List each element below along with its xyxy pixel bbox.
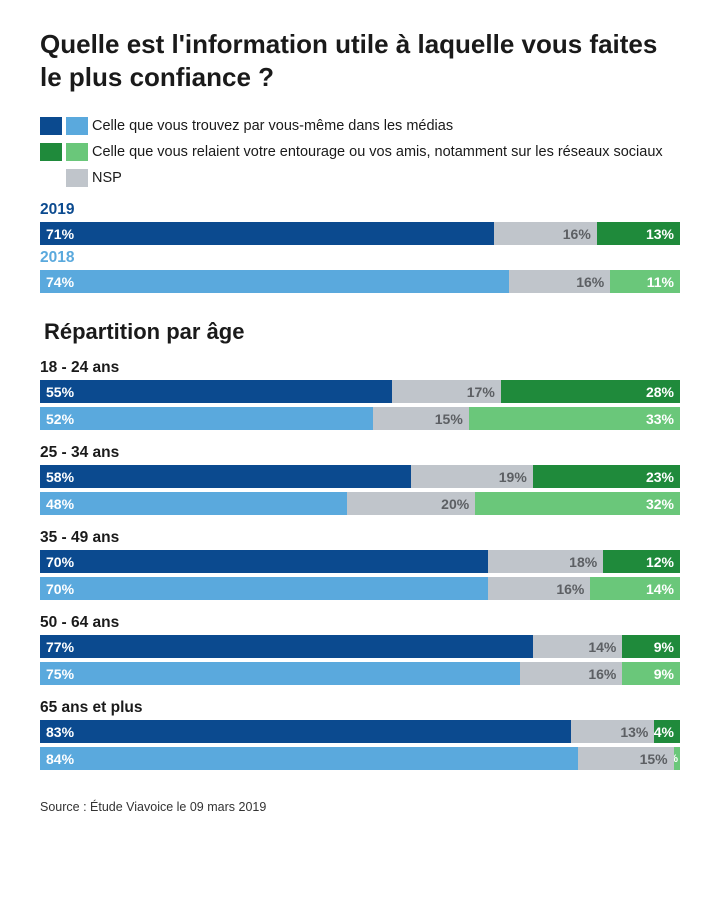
segment-entourage: 13% — [597, 222, 680, 245]
segment-entourage: 32% — [475, 492, 680, 515]
segment-media: 52% — [40, 407, 373, 430]
stacked-bar: 48%20%32% — [40, 492, 680, 515]
segment-media: 74% — [40, 270, 509, 293]
segment-nsp: 19% — [411, 465, 533, 488]
year-label: 2019 — [40, 201, 680, 219]
segment-media: 48% — [40, 492, 347, 515]
legend-media: Celle que vous trouvez par vous-même dan… — [40, 117, 680, 135]
stacked-bar: 58%19%23% — [40, 465, 680, 488]
segment-entourage: 1% — [674, 747, 680, 770]
stacked-bar: 75%16%9% — [40, 662, 680, 685]
segment-nsp: 14% — [533, 635, 623, 658]
legend-swatch-ent-2018 — [66, 143, 88, 161]
segment-entourage: 4% — [654, 720, 680, 743]
stacked-bar: 74%16%11% — [40, 270, 680, 293]
segment-media: 84% — [40, 747, 578, 770]
segment-nsp: 16% — [509, 270, 610, 293]
segment-nsp: 15% — [578, 747, 674, 770]
legend-swatch-nsp — [66, 169, 88, 187]
age-group: 18 - 24 ans 55%17%28% 52%15%33% — [40, 359, 680, 430]
segment-nsp: 17% — [392, 380, 501, 403]
segment-entourage: 28% — [501, 380, 680, 403]
stacked-bar: 71%16%13% — [40, 222, 680, 245]
stacked-bar: 55%17%28% — [40, 380, 680, 403]
stacked-bar: 70%18%12% — [40, 550, 680, 573]
year-label: 2018 — [40, 249, 680, 267]
legend-entourage: Celle que vous relaient votre entourage … — [40, 143, 680, 161]
segment-media: 70% — [40, 550, 488, 573]
stacked-bar: 70%16%14% — [40, 577, 680, 600]
stacked-bar: 52%15%33% — [40, 407, 680, 430]
legend: Celle que vous trouvez par vous-même dan… — [40, 117, 680, 187]
age-group: 65 ans et plus 83%13%4% 84%15%1% — [40, 699, 680, 770]
age-group-label: 18 - 24 ans — [40, 359, 680, 377]
age-group-label: 25 - 34 ans — [40, 444, 680, 462]
segment-nsp: 16% — [520, 662, 622, 685]
segment-entourage: 14% — [590, 577, 680, 600]
legend-entourage-label: Celle que vous relaient votre entourage … — [92, 144, 663, 160]
legend-swatch-ent-2019 — [40, 143, 62, 161]
segment-entourage: 9% — [622, 635, 680, 658]
segment-entourage: 33% — [469, 407, 680, 430]
segment-nsp: 13% — [571, 720, 654, 743]
segment-entourage: 12% — [603, 550, 680, 573]
age-group-label: 65 ans et plus — [40, 699, 680, 717]
stacked-bar: 84%15%1% — [40, 747, 680, 770]
age-group: 25 - 34 ans 58%19%23% 48%20%32% — [40, 444, 680, 515]
age-group-label: 50 - 64 ans — [40, 614, 680, 632]
segment-media: 75% — [40, 662, 520, 685]
segment-media: 58% — [40, 465, 411, 488]
stacked-bar: 83%13%4% — [40, 720, 680, 743]
overall-chart: 201971%16%13%201874%16%11% — [40, 201, 680, 293]
age-group: 50 - 64 ans77%14%9%75%16%9% — [40, 614, 680, 685]
page-title: Quelle est l'information utile à laquell… — [40, 28, 680, 93]
segment-nsp: 15% — [373, 407, 469, 430]
segment-media: 77% — [40, 635, 533, 658]
segment-media: 83% — [40, 720, 571, 743]
legend-swatch-nsp-empty — [40, 169, 62, 187]
source-text: Source : Étude Viavoice le 09 mars 2019 — [40, 800, 680, 814]
segment-nsp: 20% — [347, 492, 475, 515]
segment-media: 55% — [40, 380, 392, 403]
segment-media: 70% — [40, 577, 488, 600]
legend-nsp-label: NSP — [92, 170, 122, 186]
age-group: 35 - 49 ans70%18%12%70%16%14% — [40, 529, 680, 600]
age-chart: 18 - 24 ans55%17%28%52%15%33%25 - 34 ans… — [40, 359, 680, 770]
legend-swatch-media-2018 — [66, 117, 88, 135]
segment-entourage: 23% — [533, 465, 680, 488]
legend-media-label: Celle que vous trouvez par vous-même dan… — [92, 118, 453, 134]
age-group-label: 35 - 49 ans — [40, 529, 680, 547]
segment-nsp: 16% — [494, 222, 596, 245]
segment-nsp: 16% — [488, 577, 590, 600]
segment-nsp: 18% — [488, 550, 603, 573]
legend-nsp: NSP — [40, 169, 680, 187]
segment-entourage: 9% — [622, 662, 680, 685]
age-section-title: Répartition par âge — [44, 319, 680, 345]
segment-media: 71% — [40, 222, 494, 245]
segment-entourage: 11% — [610, 270, 680, 293]
stacked-bar: 77%14%9% — [40, 635, 680, 658]
legend-swatch-media-2019 — [40, 117, 62, 135]
